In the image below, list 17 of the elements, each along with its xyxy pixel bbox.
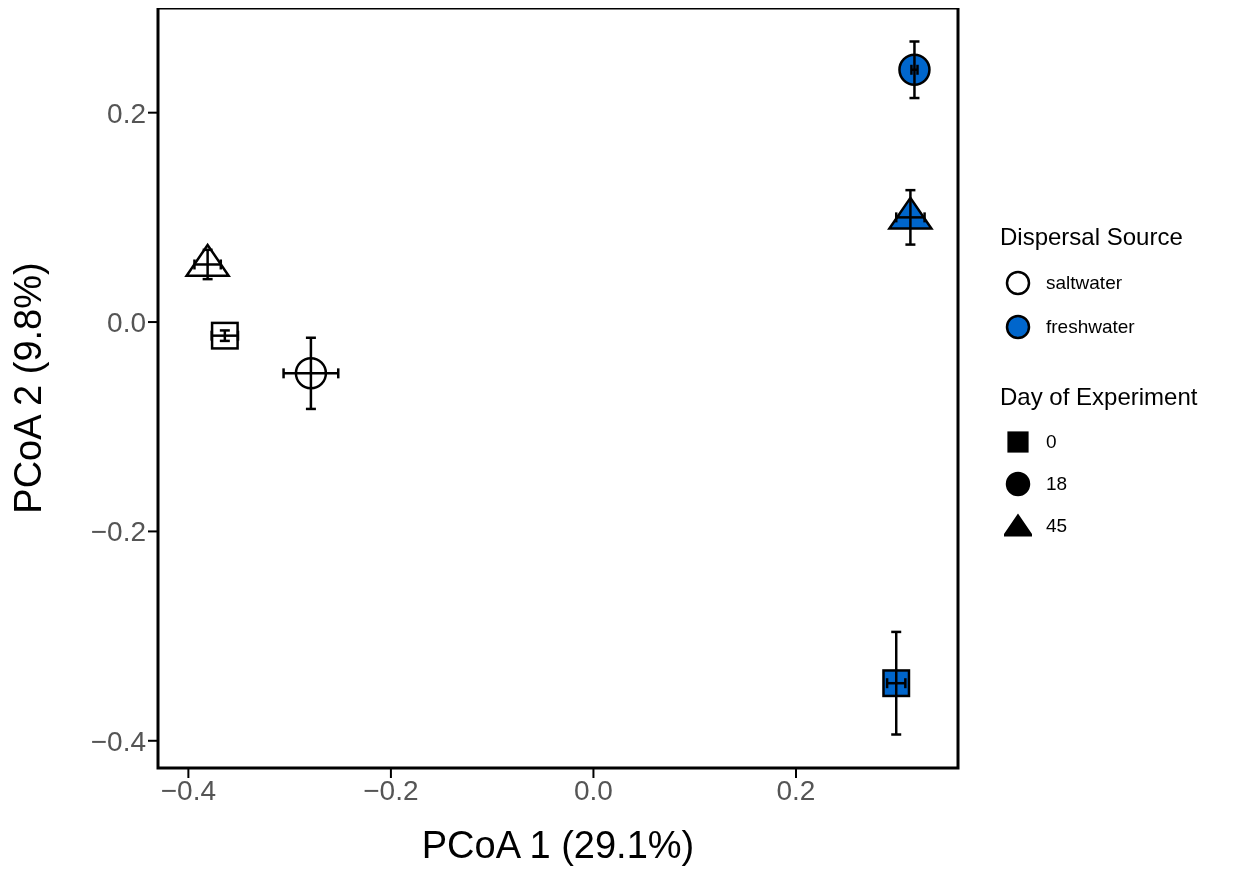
y-axis-title: PCoA 2 (9.8%) (7, 262, 50, 514)
y-tick-label: 0.0 (107, 306, 146, 338)
x-tick-label: −0.2 (363, 774, 419, 806)
y-tick-label: 0.2 (107, 97, 146, 129)
y-tick-label: −0.4 (90, 725, 146, 757)
x-tick-label: 0.2 (776, 774, 816, 806)
x-axis-title: PCoA 1 (29.1%) (421, 824, 695, 866)
text: 45 (1046, 515, 1068, 537)
text: Day of Experiment (1000, 383, 1198, 411)
x-tick-label: −0.4 (160, 774, 217, 806)
text: freshwater (1046, 316, 1135, 338)
text: 18 (1046, 473, 1068, 495)
y-tick-label: −0.2 (90, 516, 146, 548)
legend-title: Dispersal Source (1000, 223, 1184, 251)
x-tick-label: 0.0 (573, 774, 613, 806)
text: saltwater (1046, 272, 1123, 294)
text: 0 (1046, 431, 1057, 453)
